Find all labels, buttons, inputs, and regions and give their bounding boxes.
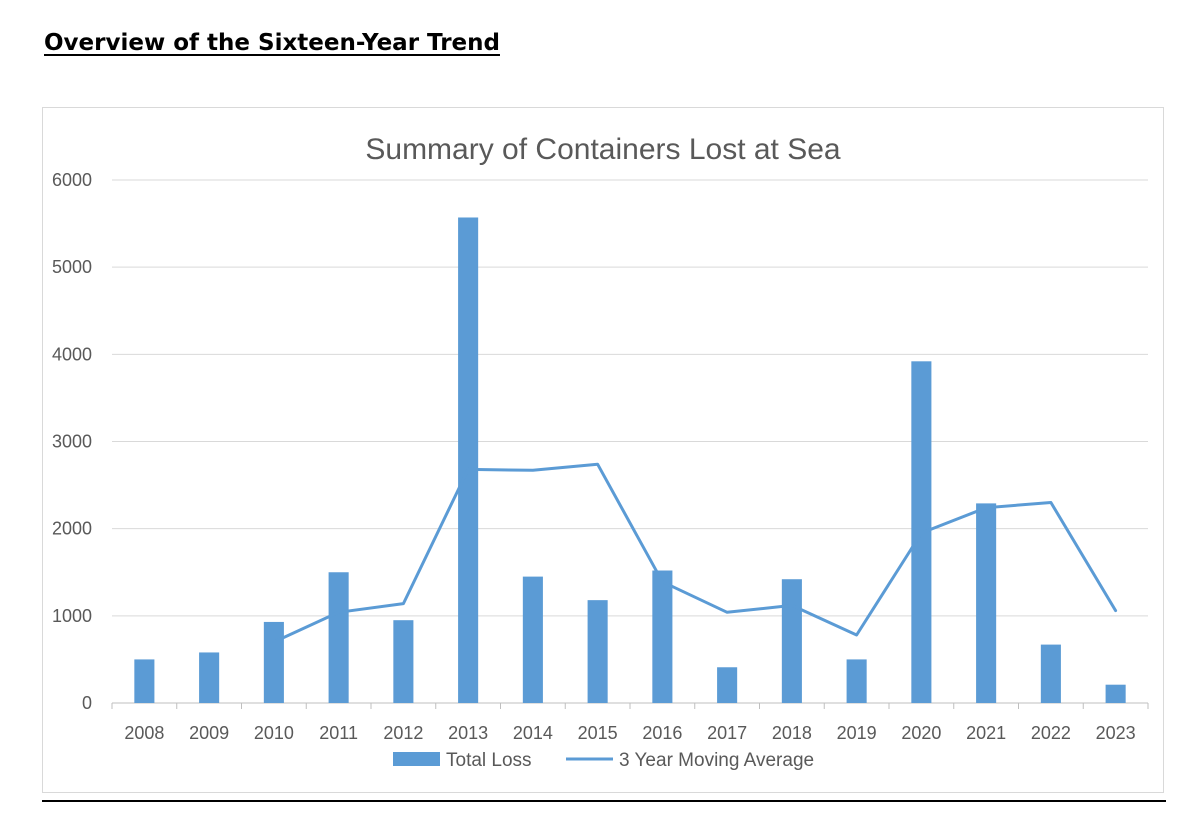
bar-2011	[328, 572, 349, 703]
bar-2022	[1040, 644, 1061, 703]
bar-2023	[1105, 684, 1126, 703]
y-axis-ticks: 0 1000 2000 3000 4000 5000 6000	[52, 170, 92, 713]
y-tick-label-6000: 6000	[52, 170, 92, 190]
x-tick-label-2009: 2009	[189, 723, 229, 743]
x-tick-label-2016: 2016	[642, 723, 682, 743]
legend-swatch-total-loss	[393, 752, 440, 766]
x-axis-ticks: 2008 2009 2010 2011 2012 2013 2014 2015 2016 2017…	[124, 723, 1135, 743]
bar-2021	[976, 503, 997, 703]
series-line-moving-average	[272, 462, 1118, 644]
bar-2009	[199, 652, 220, 703]
legend-label-total-loss: Total Loss	[446, 750, 532, 771]
x-tick-label-2019: 2019	[837, 723, 877, 743]
bar-2012	[393, 620, 414, 703]
x-tick-label-2018: 2018	[772, 723, 812, 743]
x-tick-label-2020: 2020	[901, 723, 941, 743]
bar-2016	[652, 570, 673, 703]
x-tick-label-2010: 2010	[254, 723, 294, 743]
y-tick-label-2000: 2000	[52, 519, 92, 539]
x-tick-label-2012: 2012	[383, 723, 423, 743]
y-tick-label-5000: 5000	[52, 257, 92, 277]
legend-label-moving-average: 3 Year Moving Average	[619, 750, 814, 771]
moving-average-line	[272, 462, 1118, 644]
x-tick-label-2021: 2021	[966, 723, 1006, 743]
bar-2015	[587, 600, 608, 703]
x-tick-label-2011: 2011	[319, 723, 358, 743]
bar-2010	[263, 621, 284, 703]
chart-frame	[42, 107, 1164, 793]
y-tick-label-1000: 1000	[52, 606, 92, 626]
y-tick-label-0: 0	[82, 693, 92, 713]
x-tick-label-2022: 2022	[1031, 723, 1071, 743]
x-tick-label-2023: 2023	[1096, 723, 1136, 743]
bar-2018	[781, 579, 802, 703]
x-tick-label-2013: 2013	[448, 723, 488, 743]
bar-2014	[522, 576, 543, 703]
legend: Total Loss 3 Year Moving Average	[393, 750, 814, 771]
x-tick-label-2008: 2008	[124, 723, 164, 743]
x-tick-label-2015: 2015	[578, 723, 618, 743]
grid-lines	[111, 179, 1149, 709]
bar-2013	[458, 217, 479, 703]
bar-2008	[134, 659, 155, 703]
y-tick-label-4000: 4000	[52, 344, 92, 364]
page-heading: Overview of the Sixteen-Year Trend	[44, 30, 500, 56]
bar-2017	[717, 667, 738, 703]
chart-title: Summary of Containers Lost at Sea	[365, 133, 841, 166]
bottom-rule	[42, 800, 1166, 802]
y-tick-label-3000: 3000	[52, 432, 92, 452]
bar-2019	[846, 659, 867, 703]
x-tick-label-2017: 2017	[707, 723, 747, 743]
x-tick-label-2014: 2014	[513, 723, 553, 743]
bars	[134, 217, 1126, 703]
